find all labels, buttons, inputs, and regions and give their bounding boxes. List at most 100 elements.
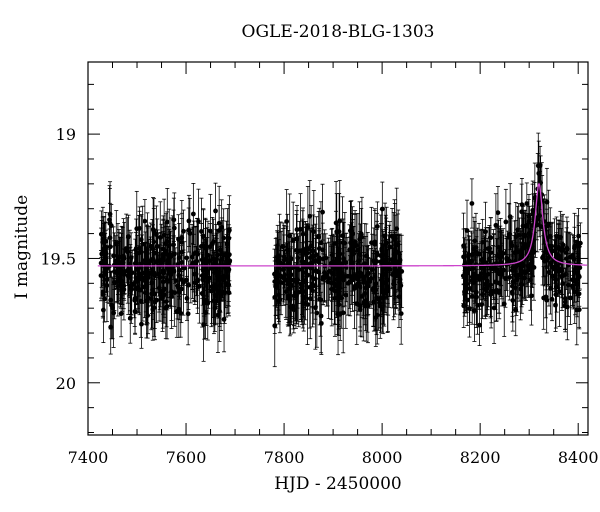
data-point xyxy=(528,277,533,283)
data-point xyxy=(313,268,319,274)
data-point xyxy=(469,201,475,206)
y-tick-label: 20 xyxy=(56,374,76,393)
data-point xyxy=(469,278,475,284)
data-point xyxy=(336,293,342,298)
data-point xyxy=(500,250,506,256)
data-point xyxy=(292,290,298,296)
data-point xyxy=(562,303,568,309)
data-point xyxy=(128,255,134,261)
x-tick-label: 8400 xyxy=(558,448,599,467)
model-curve xyxy=(97,182,588,267)
data-point xyxy=(385,288,391,294)
data-point xyxy=(276,292,282,298)
data-point xyxy=(559,268,565,274)
data-point xyxy=(304,262,309,268)
data-point xyxy=(513,249,519,255)
data-point xyxy=(511,268,517,273)
data-point xyxy=(142,218,148,224)
data-point xyxy=(281,257,287,263)
data-point xyxy=(469,274,475,280)
data-point xyxy=(318,313,324,319)
data-point xyxy=(222,289,228,295)
data-point xyxy=(395,249,401,255)
data-point xyxy=(544,199,550,205)
data-point xyxy=(156,285,162,291)
data-point xyxy=(516,232,522,238)
data-point xyxy=(381,290,387,296)
data-point xyxy=(149,244,155,250)
data-point xyxy=(506,234,512,240)
data-point xyxy=(467,286,473,291)
data-point xyxy=(336,284,341,290)
data-point xyxy=(316,259,322,265)
data-point xyxy=(347,247,352,253)
data-point xyxy=(570,252,576,258)
data-point xyxy=(391,281,396,287)
data-point xyxy=(108,324,114,330)
data-point xyxy=(198,229,204,234)
data-point xyxy=(133,246,139,251)
data-point xyxy=(174,308,180,314)
data-point xyxy=(284,219,290,224)
data-point xyxy=(185,311,191,317)
data-point xyxy=(503,219,509,225)
data-point xyxy=(100,307,106,313)
data-point xyxy=(350,277,355,282)
data-point xyxy=(348,228,354,234)
data-point xyxy=(286,261,291,266)
data-point xyxy=(309,265,315,271)
data-point xyxy=(488,235,494,241)
data-point xyxy=(520,223,526,229)
data-point xyxy=(121,271,127,277)
data-point xyxy=(379,206,385,212)
data-point xyxy=(299,288,305,294)
data-point xyxy=(164,303,170,309)
data-point xyxy=(312,305,318,311)
data-point xyxy=(551,266,557,272)
data-point xyxy=(107,235,113,241)
data-point xyxy=(126,234,131,240)
data-point xyxy=(392,269,397,275)
data-point xyxy=(576,233,581,239)
data-point xyxy=(523,243,529,249)
data-point xyxy=(162,248,168,254)
data-point xyxy=(218,275,223,280)
data-point xyxy=(461,303,467,309)
data-point xyxy=(144,297,150,303)
chart-title: OGLE-2018-BLG-1303 xyxy=(241,22,435,42)
data-point xyxy=(196,283,202,289)
data-point xyxy=(372,260,378,266)
data-point xyxy=(135,284,141,290)
data-point xyxy=(175,262,180,268)
data-point xyxy=(368,276,374,281)
data-point xyxy=(176,255,182,261)
data-point xyxy=(531,265,537,270)
x-tick-label: 8000 xyxy=(362,448,403,467)
data-point xyxy=(369,267,375,272)
data-point xyxy=(121,253,126,259)
data-point xyxy=(493,222,499,228)
data-point xyxy=(352,241,358,247)
data-point xyxy=(377,300,383,306)
data-point xyxy=(473,249,479,255)
data-point xyxy=(137,225,143,231)
data-point xyxy=(491,305,497,311)
data-point xyxy=(547,233,553,239)
data-point xyxy=(354,301,360,307)
data-point xyxy=(334,229,340,235)
plot-frame xyxy=(87,61,589,436)
data-point xyxy=(555,252,561,258)
data-point xyxy=(495,210,501,216)
data-point xyxy=(166,243,172,249)
data-point xyxy=(357,270,363,276)
data-point xyxy=(285,281,291,287)
axes-layer: 7400 7600 7800 8000 8200 8400 19 19.5 20 xyxy=(40,61,599,467)
data-point xyxy=(125,273,131,279)
data-point xyxy=(494,268,500,274)
data-point xyxy=(204,268,210,274)
data-point xyxy=(225,274,231,280)
model-layer xyxy=(97,182,588,267)
data-point xyxy=(211,286,216,292)
data-point xyxy=(223,280,228,286)
data-point xyxy=(274,273,279,279)
